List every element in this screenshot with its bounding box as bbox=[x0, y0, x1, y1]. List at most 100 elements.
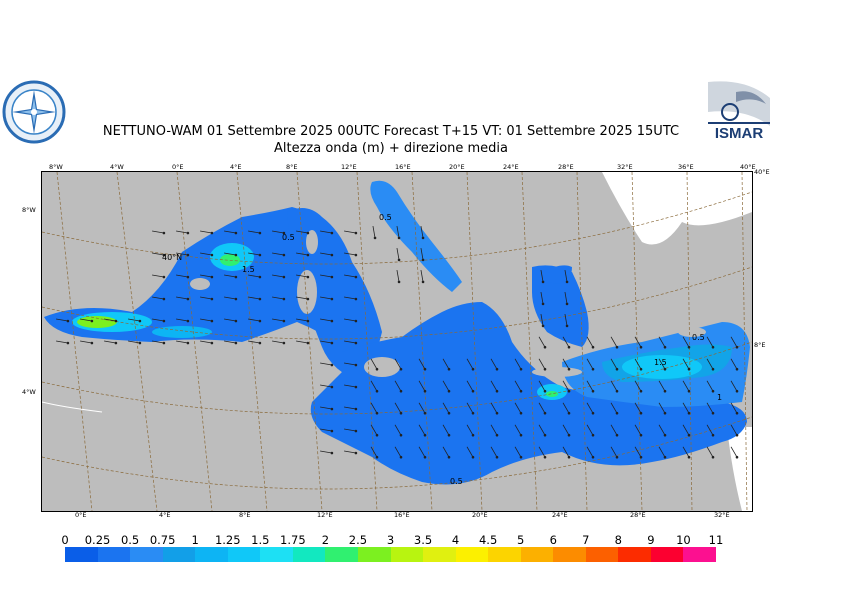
colorbar-label: 0.5 bbox=[120, 533, 140, 547]
direction-arrow-head bbox=[711, 411, 715, 415]
direction-arrow bbox=[706, 336, 714, 348]
direction-arrow bbox=[370, 424, 378, 436]
direction-arrow-head bbox=[282, 253, 286, 257]
direction-arrow-head bbox=[282, 297, 286, 301]
direction-arrow-head bbox=[519, 367, 523, 371]
direction-arrow bbox=[442, 402, 450, 414]
direction-arrow bbox=[538, 424, 546, 436]
bottom-lon-tick: 24°E bbox=[552, 511, 568, 519]
direction-arrow bbox=[176, 230, 188, 234]
direction-arrow bbox=[634, 446, 642, 458]
direction-arrow-head bbox=[306, 231, 310, 235]
direction-arrow-head bbox=[306, 275, 310, 279]
contour-label: 0.5 bbox=[450, 477, 463, 486]
direction-arrow-head bbox=[421, 258, 425, 262]
direction-arrow-head bbox=[234, 275, 238, 279]
direction-arrow bbox=[730, 446, 738, 458]
direction-arrow bbox=[466, 380, 474, 392]
direction-arrow-head bbox=[397, 280, 401, 284]
direction-arrow-head bbox=[591, 367, 595, 371]
direction-arrow-head bbox=[541, 324, 545, 328]
direction-arrow-head bbox=[234, 253, 238, 257]
direction-arrow-head bbox=[615, 455, 619, 459]
colorbar-label: 1.25 bbox=[214, 533, 241, 547]
direction-arrow-head bbox=[543, 367, 547, 371]
direction-arrow-head bbox=[447, 433, 451, 437]
direction-arrow-head bbox=[711, 389, 715, 393]
bottom-lon-tick: 4°E bbox=[159, 511, 171, 519]
direction-arrow-head bbox=[447, 455, 451, 459]
colorbar-swatch bbox=[130, 547, 164, 562]
direction-arrow-head bbox=[258, 253, 262, 257]
bottom-lon-tick: 28°E bbox=[630, 511, 646, 519]
ismar-logo-icon: ISMAR bbox=[706, 78, 772, 144]
direction-arrow-head bbox=[471, 411, 475, 415]
direction-arrow-head bbox=[543, 345, 547, 349]
colorbar-swatch bbox=[357, 547, 391, 562]
direction-arrow bbox=[682, 336, 690, 348]
top-lon-tick: 4°E bbox=[230, 163, 242, 171]
direction-arrow-head bbox=[330, 385, 334, 389]
direction-arrow-head bbox=[282, 341, 286, 345]
direction-arrow-head bbox=[399, 389, 403, 393]
colorbar-swatch bbox=[423, 547, 457, 562]
direction-arrow bbox=[610, 424, 618, 436]
direction-arrow-head bbox=[423, 411, 427, 415]
direction-arrow-head bbox=[330, 253, 334, 257]
direction-arrow-head bbox=[421, 236, 425, 240]
direction-arrow bbox=[248, 318, 260, 322]
colorbar-swatch bbox=[618, 547, 652, 562]
direction-arrow-head bbox=[591, 411, 595, 415]
colorbar-label: 1.75 bbox=[280, 533, 306, 547]
direction-arrow-head bbox=[282, 319, 286, 323]
direction-arrow-head bbox=[330, 363, 334, 367]
direction-arrow-head bbox=[639, 367, 643, 371]
top-lon-tick: 4°W bbox=[110, 163, 124, 171]
direction-arrow-head bbox=[399, 455, 403, 459]
direction-arrow bbox=[420, 270, 424, 282]
direction-arrow-head bbox=[234, 341, 238, 345]
direction-arrow-head bbox=[234, 319, 238, 323]
contour-label: 1.5 bbox=[654, 358, 667, 367]
map-inner-label: 40°N bbox=[162, 253, 182, 262]
colorbar-label: 1 bbox=[191, 533, 199, 547]
direction-arrow-head bbox=[663, 433, 667, 437]
direction-arrow bbox=[394, 380, 402, 392]
direction-arrow-head bbox=[258, 319, 262, 323]
colorbar-label: 6 bbox=[549, 533, 557, 547]
colorbar-label: 0.25 bbox=[84, 533, 111, 547]
direction-arrow-head bbox=[373, 236, 377, 240]
direction-arrow bbox=[396, 270, 400, 282]
top-lon-tick: 28°E bbox=[558, 163, 574, 171]
direction-arrow bbox=[394, 424, 402, 436]
map-subtitle: Altezza onda (m) + direzione media bbox=[273, 141, 509, 156]
top-lon-tick: 12°E bbox=[341, 163, 357, 171]
direction-arrow bbox=[176, 296, 188, 300]
direction-arrow bbox=[200, 230, 212, 234]
direction-arrow bbox=[682, 402, 690, 414]
direction-arrow-head bbox=[567, 411, 571, 415]
direction-arrow-head bbox=[258, 275, 262, 279]
direction-arrow bbox=[320, 428, 332, 432]
direction-arrow-head bbox=[330, 341, 334, 345]
direction-arrow-head bbox=[330, 297, 334, 301]
direction-arrow bbox=[320, 318, 332, 322]
direction-arrow bbox=[200, 296, 212, 300]
direction-arrow-head bbox=[282, 275, 286, 279]
direction-arrow-head bbox=[397, 258, 401, 262]
direction-arrow bbox=[272, 230, 284, 234]
direction-arrow-head bbox=[639, 389, 643, 393]
direction-arrow bbox=[200, 318, 212, 322]
direction-arrow bbox=[562, 336, 570, 348]
direction-arrow bbox=[320, 340, 332, 344]
direction-arrow-head bbox=[495, 389, 499, 393]
direction-arrow bbox=[344, 230, 356, 234]
direction-arrow bbox=[394, 358, 402, 370]
direction-arrow bbox=[296, 340, 308, 344]
top-lon-tick: 40°E bbox=[740, 163, 756, 171]
direction-arrow-head bbox=[354, 231, 358, 235]
direction-arrow-head bbox=[663, 345, 667, 349]
direction-arrow bbox=[272, 252, 284, 256]
direction-arrow bbox=[370, 402, 378, 414]
direction-arrow bbox=[514, 402, 522, 414]
